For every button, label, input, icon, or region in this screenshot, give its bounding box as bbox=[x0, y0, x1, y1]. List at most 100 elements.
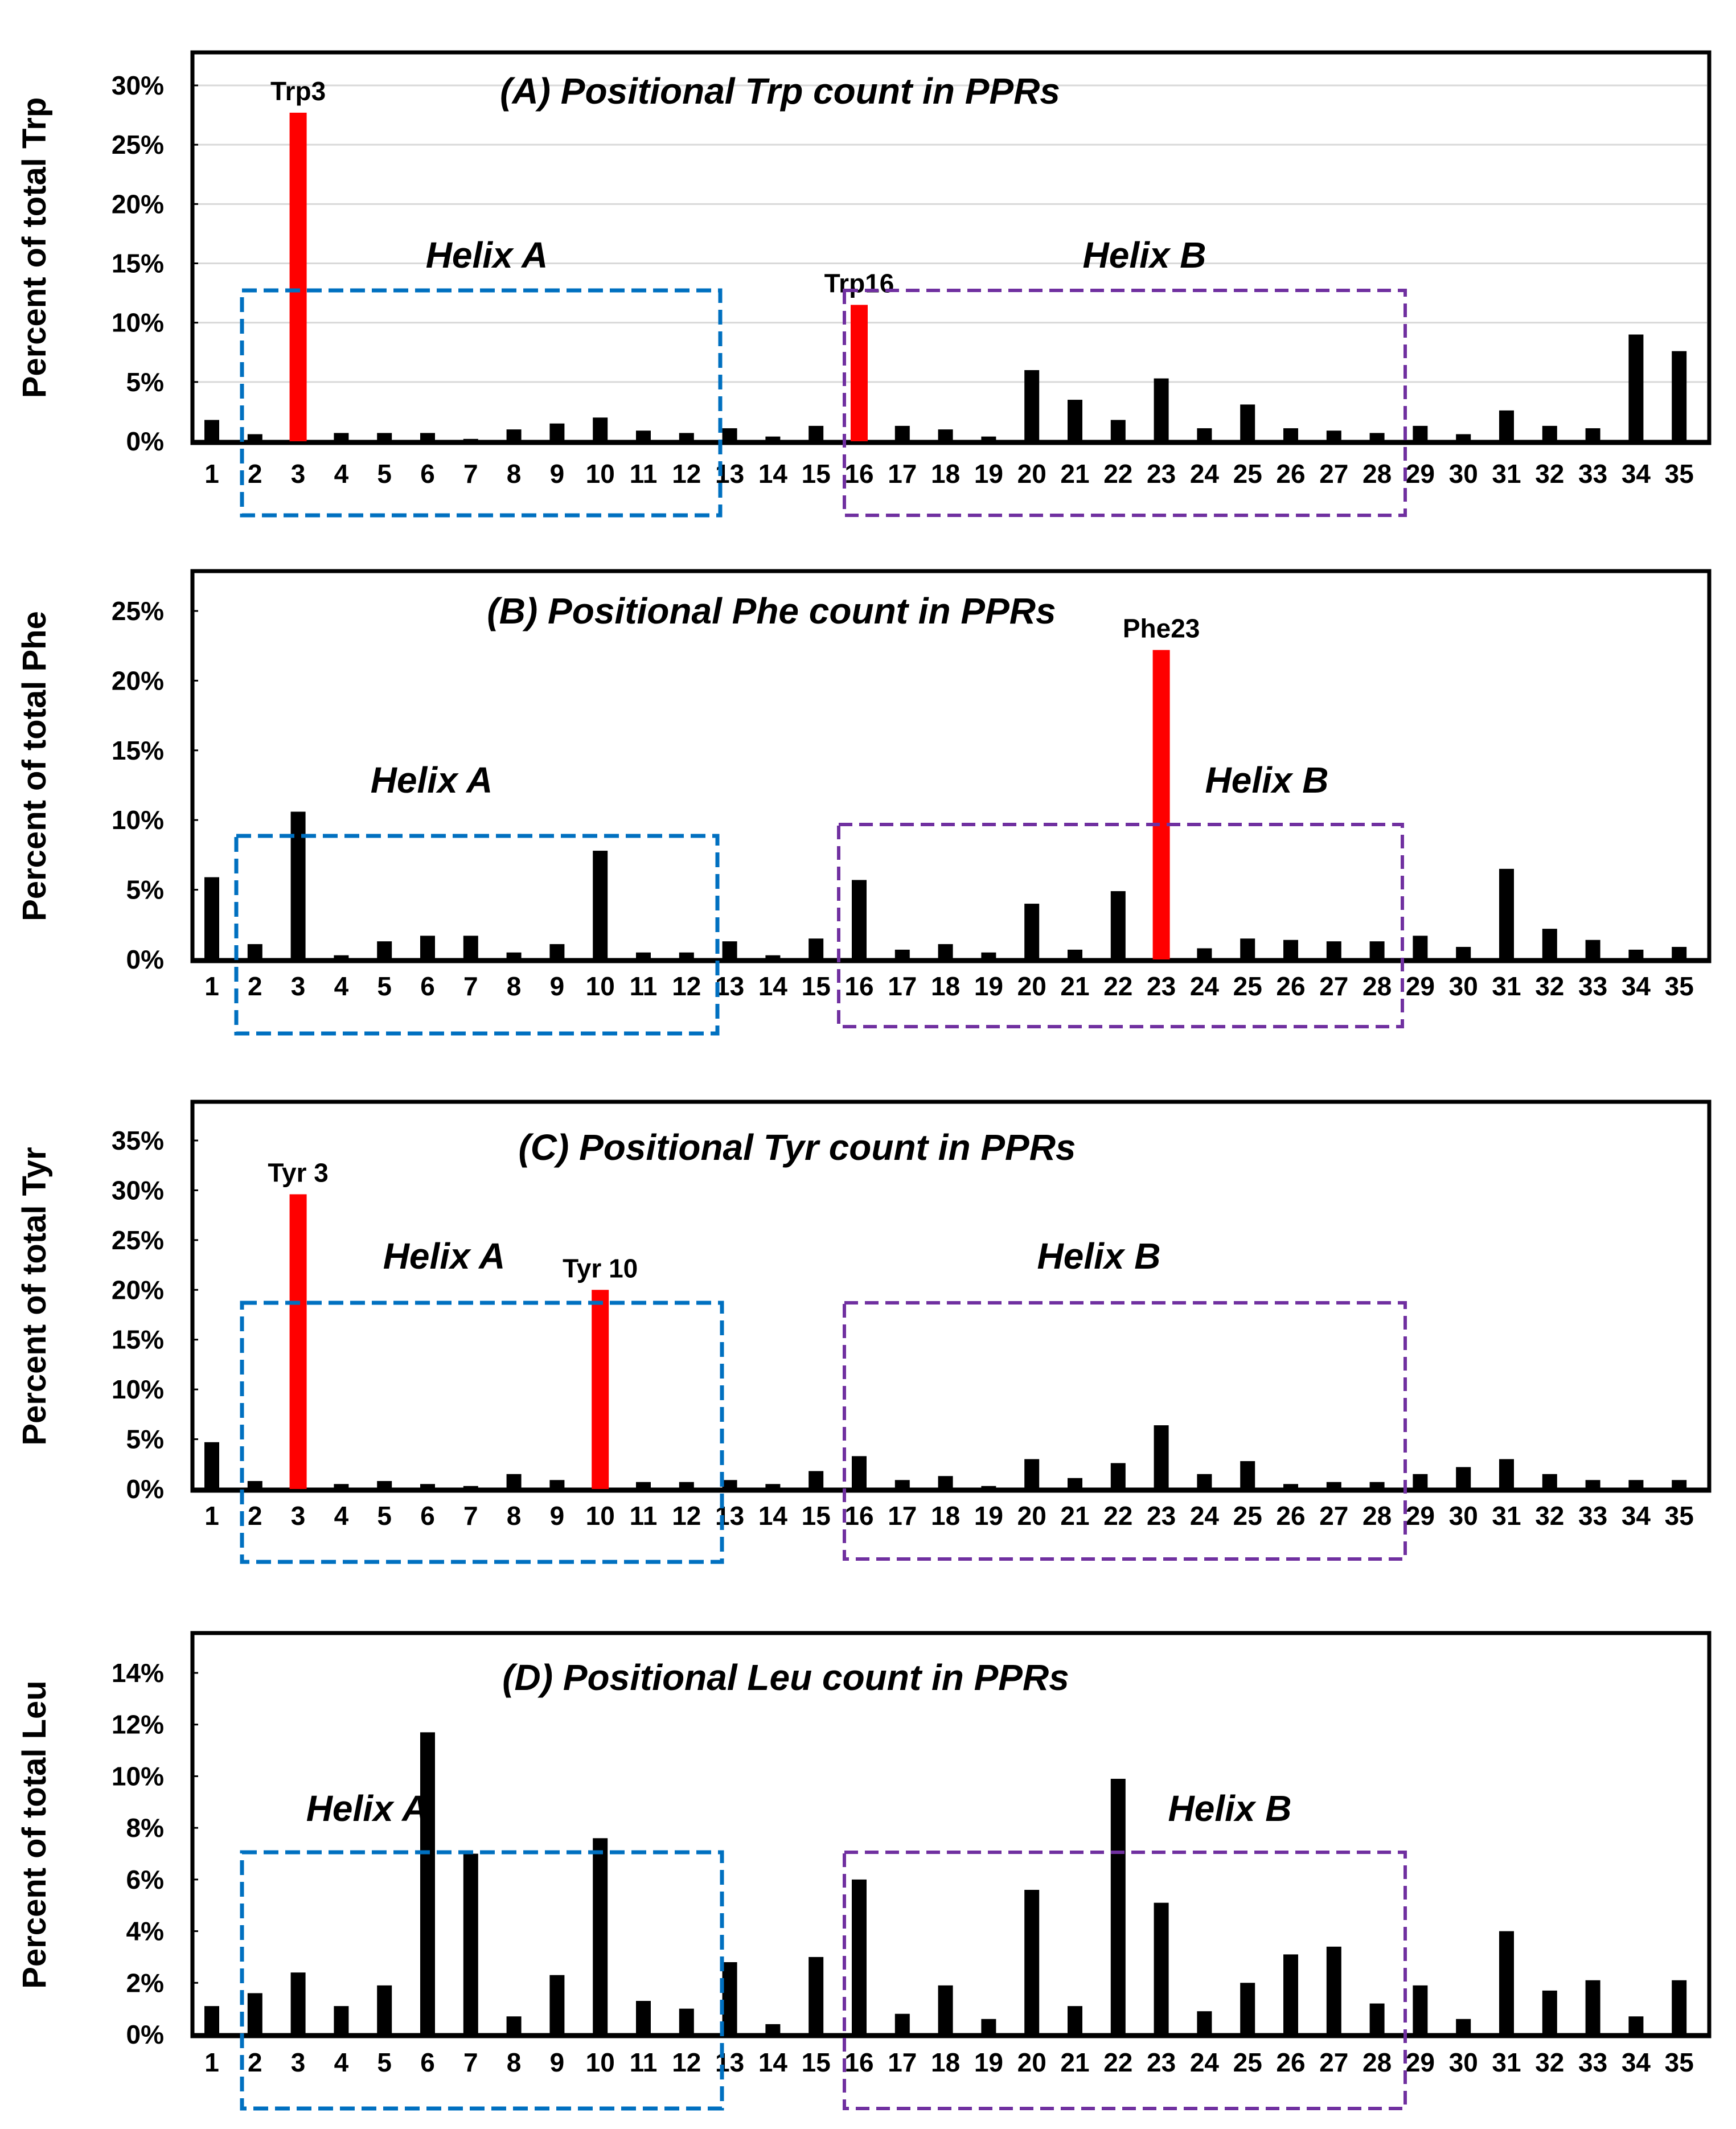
bar-b-3 bbox=[290, 811, 306, 959]
x-tick-label-d-25: 25 bbox=[1233, 2048, 1262, 2077]
bar-d-7 bbox=[463, 1853, 478, 2034]
bar-a-1 bbox=[204, 420, 219, 441]
bar-c-27 bbox=[1326, 1482, 1341, 1489]
y-tick-label-c-7: 35% bbox=[112, 1126, 164, 1155]
x-tick-label-c-22: 22 bbox=[1103, 1501, 1132, 1531]
bar-d-33 bbox=[1585, 1980, 1600, 2034]
x-tick-label-d-30: 30 bbox=[1449, 2048, 1478, 2077]
x-tick-label-b-19: 19 bbox=[974, 971, 1003, 1001]
y-tick-label-c-1: 5% bbox=[126, 1425, 164, 1454]
plot-frame-d bbox=[190, 1631, 1712, 2038]
bar-a-3 bbox=[289, 112, 307, 441]
y-tick-label-c-2: 10% bbox=[112, 1375, 164, 1404]
x-tick-label-b-6: 6 bbox=[420, 971, 435, 1001]
y-tick-label-a-0: 0% bbox=[126, 426, 164, 456]
bar-c-33 bbox=[1585, 1480, 1600, 1489]
bar-c-32 bbox=[1542, 1474, 1557, 1489]
y-tick-label-c-0: 0% bbox=[126, 1474, 164, 1504]
bar-c-11 bbox=[636, 1482, 651, 1489]
x-tick-label-d-22: 22 bbox=[1103, 2048, 1132, 2077]
bar-d-11 bbox=[636, 2001, 651, 2034]
bar-c-26 bbox=[1283, 1484, 1298, 1489]
bar-d-21 bbox=[1068, 2006, 1082, 2034]
x-tick-label-d-16: 16 bbox=[844, 2048, 873, 2077]
x-tick-label-a-5: 5 bbox=[377, 459, 392, 489]
helix-a-box-c bbox=[240, 1301, 724, 1564]
y-tick-label-c-4: 20% bbox=[112, 1275, 164, 1305]
x-tick-label-a-34: 34 bbox=[1622, 459, 1651, 489]
bar-c-14 bbox=[765, 1484, 781, 1489]
bar-c-31 bbox=[1499, 1459, 1514, 1489]
x-tick-label-a-29: 29 bbox=[1406, 459, 1435, 489]
bar-c-7 bbox=[463, 1486, 478, 1489]
x-tick-label-d-6: 6 bbox=[420, 2048, 435, 2077]
bar-d-24 bbox=[1197, 2011, 1212, 2034]
bar-a-32 bbox=[1542, 425, 1557, 441]
helix-b-label-d: Helix B bbox=[1168, 1788, 1292, 1829]
x-tick-label-c-7: 7 bbox=[463, 1501, 478, 1531]
x-tick-label-a-23: 23 bbox=[1147, 459, 1176, 489]
y-tick-label-a-4: 20% bbox=[112, 189, 164, 219]
y-tick-label-d-0: 0% bbox=[126, 2020, 164, 2049]
x-tick-label-d-32: 32 bbox=[1535, 2048, 1564, 2077]
x-tick-label-b-21: 21 bbox=[1060, 971, 1089, 1001]
bar-d-28 bbox=[1369, 2003, 1385, 2034]
x-tick-label-c-27: 27 bbox=[1319, 1501, 1348, 1531]
x-tick-label-d-26: 26 bbox=[1276, 2048, 1305, 2077]
bar-a-14 bbox=[765, 436, 781, 441]
bar-c-29 bbox=[1413, 1474, 1428, 1489]
bar-d-19 bbox=[981, 2019, 996, 2034]
x-tick-label-c-25: 25 bbox=[1233, 1501, 1262, 1531]
bar-c-20 bbox=[1024, 1459, 1040, 1489]
x-tick-label-a-11: 11 bbox=[630, 459, 658, 489]
y-axis-label-c: Percent of total Tyr bbox=[16, 1147, 53, 1445]
x-tick-label-c-15: 15 bbox=[802, 1501, 831, 1531]
bar-c-17 bbox=[894, 1480, 910, 1489]
x-tick-label-b-24: 24 bbox=[1190, 971, 1220, 1001]
bar-c-18 bbox=[938, 1476, 953, 1489]
x-tick-label-c-32: 32 bbox=[1535, 1501, 1564, 1531]
x-tick-label-b-3: 3 bbox=[291, 971, 306, 1001]
x-tick-label-a-3: 3 bbox=[291, 459, 306, 489]
bar-b-2 bbox=[247, 944, 262, 959]
helix-b-box-c bbox=[843, 1301, 1407, 1561]
x-tick-label-b-18: 18 bbox=[931, 971, 960, 1001]
x-tick-label-c-8: 8 bbox=[507, 1501, 522, 1531]
x-tick-label-a-19: 19 bbox=[974, 459, 1003, 489]
bar-a-9 bbox=[549, 423, 565, 441]
x-tick-label-a-14: 14 bbox=[758, 459, 788, 489]
bar-annotation-b-23: Phe23 bbox=[1123, 614, 1200, 643]
x-tick-label-d-10: 10 bbox=[586, 2048, 615, 2077]
bar-c-28 bbox=[1369, 1482, 1385, 1489]
x-tick-label-b-9: 9 bbox=[550, 971, 565, 1001]
chart-panel-c: 0% 5% 10% 15% 20% 25% 30% 35% Percent of total T… bbox=[16, 1100, 1712, 1564]
x-tick-label-d-19: 19 bbox=[974, 2048, 1003, 2077]
y-tick-label-a-2: 10% bbox=[112, 308, 164, 338]
x-tick-label-d-28: 28 bbox=[1362, 2048, 1392, 2077]
x-tick-label-d-29: 29 bbox=[1406, 2048, 1435, 2077]
bar-c-13 bbox=[722, 1480, 737, 1489]
bar-c-6 bbox=[420, 1484, 435, 1489]
x-tick-label-b-28: 28 bbox=[1362, 971, 1392, 1001]
x-tick-label-d-34: 34 bbox=[1622, 2048, 1651, 2077]
x-tick-label-a-8: 8 bbox=[507, 459, 522, 489]
bar-a-26 bbox=[1283, 428, 1298, 441]
bar-b-13 bbox=[722, 941, 737, 959]
bar-d-31 bbox=[1499, 1931, 1514, 2034]
x-tick-label-a-15: 15 bbox=[802, 459, 831, 489]
y-tick-label-b-5: 25% bbox=[112, 596, 164, 626]
x-tick-label-c-1: 1 bbox=[204, 1501, 219, 1531]
bar-annotation-c-10: Tyr 10 bbox=[563, 1253, 638, 1283]
x-tick-label-c-31: 31 bbox=[1492, 1501, 1521, 1531]
x-tick-label-d-7: 7 bbox=[463, 2048, 478, 2077]
bar-d-20 bbox=[1024, 1890, 1040, 2034]
plot-frame-b bbox=[190, 569, 1712, 963]
x-tick-label-c-23: 23 bbox=[1147, 1501, 1176, 1531]
bar-annotation-a-3: Trp3 bbox=[270, 76, 326, 106]
x-tick-label-d-20: 20 bbox=[1017, 2048, 1046, 2077]
bar-a-24 bbox=[1197, 428, 1212, 441]
bar-a-27 bbox=[1326, 430, 1341, 441]
x-tick-label-d-27: 27 bbox=[1319, 2048, 1348, 2077]
x-tick-label-a-10: 10 bbox=[586, 459, 615, 489]
x-tick-label-c-6: 6 bbox=[420, 1501, 435, 1531]
